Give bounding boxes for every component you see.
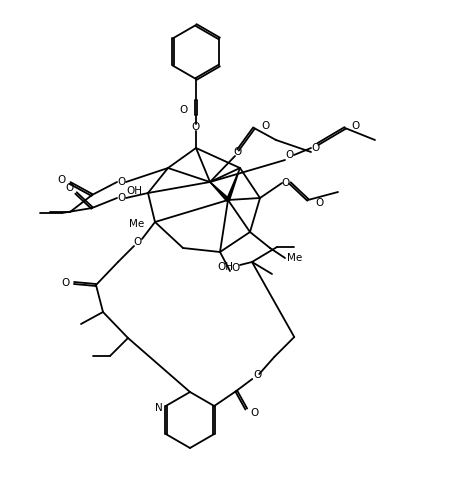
Text: O: O [118,177,126,187]
Polygon shape [226,168,240,200]
Polygon shape [210,182,229,201]
Text: O: O [180,105,188,115]
Text: O: O [352,121,360,131]
Text: O: O [262,121,270,131]
Text: O: O [192,122,200,132]
Text: O: O [311,143,319,153]
Text: O: O [286,150,294,160]
Text: OH: OH [217,262,233,272]
Text: Me: Me [129,219,145,229]
Text: O: O [118,193,126,203]
Text: O: O [250,408,258,418]
Text: Me: Me [287,253,303,263]
Text: O: O [66,183,74,193]
Text: OH: OH [126,186,142,196]
Text: O: O [57,175,65,185]
Text: O: O [231,263,239,273]
Text: O: O [134,237,142,247]
Text: O: O [62,278,70,288]
Text: O: O [315,198,323,208]
Text: O: O [253,370,262,380]
Text: O: O [234,147,242,157]
Text: O: O [282,178,290,188]
Text: N: N [155,403,163,413]
